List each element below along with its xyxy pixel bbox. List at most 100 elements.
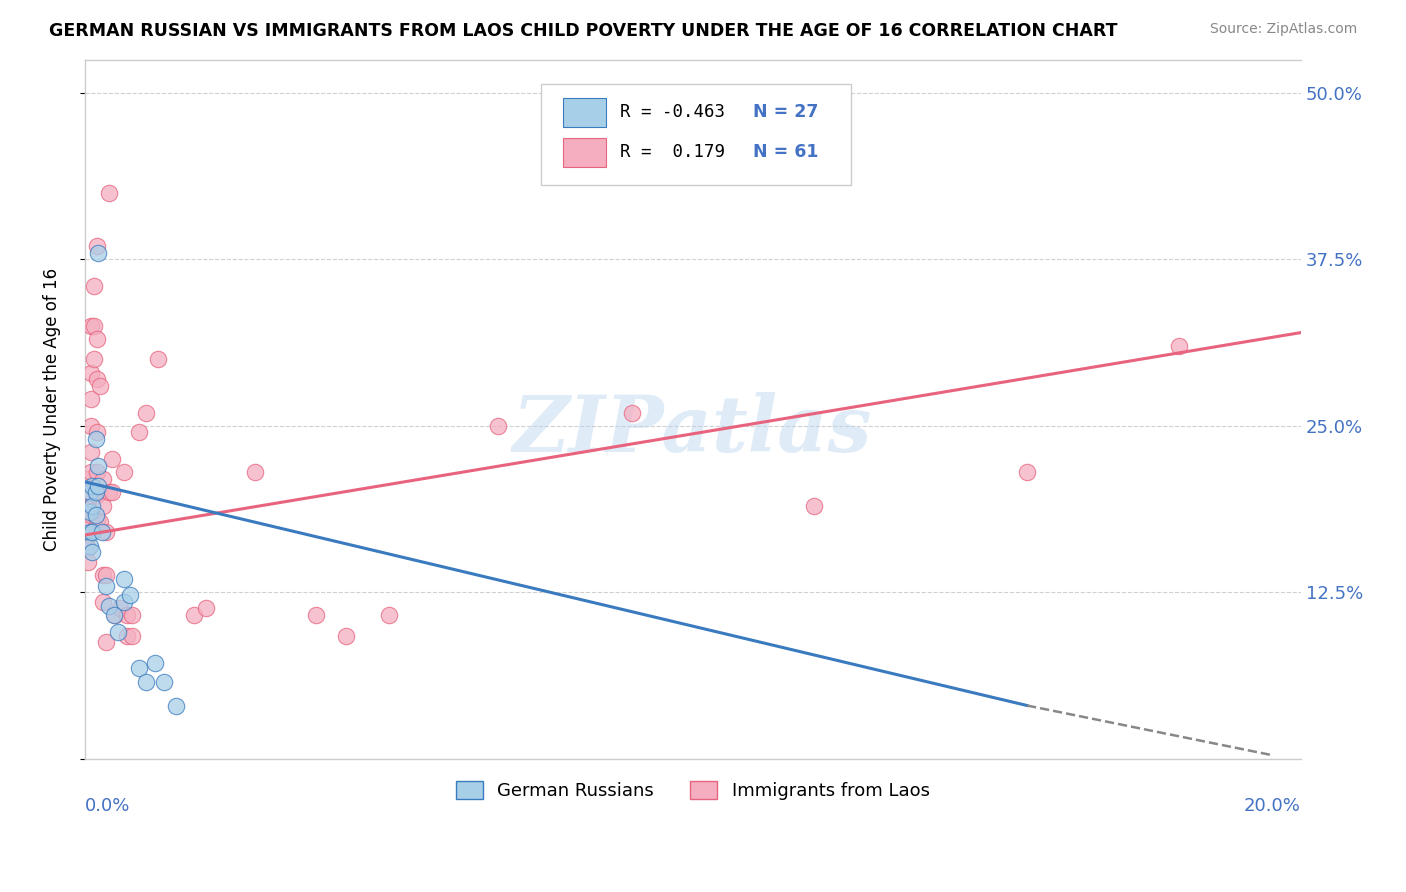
FancyBboxPatch shape: [562, 98, 606, 128]
Point: [84, 485, 107, 500]
Point: [112, 572, 135, 586]
Point: [121, 607, 143, 622]
Point: [143, 656, 166, 670]
Point: [108, 601, 131, 615]
Point: [98, 599, 121, 613]
Point: [86, 372, 108, 386]
Point: [135, 674, 157, 689]
Point: [165, 698, 187, 713]
Y-axis label: Child Poverty Under the Age of 16: Child Poverty Under the Age of 16: [44, 268, 60, 550]
Text: N = 27: N = 27: [754, 103, 818, 121]
Point: [98, 485, 121, 500]
Legend: German Russians, Immigrants from Laos: German Russians, Immigrants from Laos: [449, 773, 936, 807]
Point: [89, 485, 111, 500]
Point: [83, 352, 105, 367]
Point: [80, 499, 103, 513]
Point: [104, 607, 127, 622]
Point: [486, 418, 509, 433]
Point: [117, 607, 139, 622]
Point: [87, 458, 110, 473]
Point: [79, 485, 101, 500]
Point: [86, 425, 108, 440]
Point: [80, 479, 103, 493]
Point: [335, 629, 357, 643]
Point: [80, 418, 103, 433]
Text: R =  0.179: R = 0.179: [620, 143, 724, 161]
Point: [98, 186, 121, 200]
Point: [86, 332, 108, 346]
Point: [152, 674, 174, 689]
Point: [86, 488, 108, 502]
Point: [91, 499, 114, 513]
Text: Source: ZipAtlas.com: Source: ZipAtlas.com: [1209, 22, 1357, 37]
Point: [94, 525, 117, 540]
Point: [377, 607, 399, 622]
Point: [91, 472, 114, 486]
Point: [305, 607, 328, 622]
Text: GERMAN RUSSIAN VS IMMIGRANTS FROM LAOS CHILD POVERTY UNDER THE AGE OF 16 CORRELA: GERMAN RUSSIAN VS IMMIGRANTS FROM LAOS C…: [49, 22, 1118, 40]
Point: [76, 485, 98, 500]
FancyBboxPatch shape: [541, 84, 851, 186]
FancyBboxPatch shape: [562, 138, 606, 168]
Point: [89, 379, 111, 393]
Point: [1015, 466, 1038, 480]
Point: [84, 432, 107, 446]
Point: [80, 525, 103, 540]
Point: [103, 607, 125, 622]
Text: R = -0.463: R = -0.463: [620, 103, 724, 121]
Point: [80, 508, 103, 522]
Point: [128, 661, 150, 675]
Point: [120, 588, 142, 602]
Point: [76, 555, 98, 569]
Point: [76, 472, 98, 486]
Text: 0.0%: 0.0%: [84, 797, 131, 815]
Point: [76, 541, 98, 556]
Point: [89, 515, 111, 529]
Point: [86, 466, 108, 480]
Point: [117, 629, 139, 643]
Point: [112, 594, 135, 608]
Point: [80, 545, 103, 559]
Point: [101, 452, 124, 467]
Text: 20.0%: 20.0%: [1244, 797, 1301, 815]
Text: ZIPatlas: ZIPatlas: [513, 392, 872, 468]
Point: [107, 625, 129, 640]
Point: [91, 568, 114, 582]
Point: [86, 512, 108, 526]
Point: [80, 445, 103, 459]
Point: [76, 515, 98, 529]
Point: [94, 568, 117, 582]
Point: [121, 629, 143, 643]
Point: [620, 405, 643, 419]
Text: N = 61: N = 61: [754, 143, 818, 161]
Point: [79, 539, 101, 553]
Point: [1168, 339, 1191, 353]
Point: [86, 239, 108, 253]
Point: [76, 528, 98, 542]
Point: [183, 607, 205, 622]
Point: [94, 579, 117, 593]
Point: [112, 466, 135, 480]
Point: [711, 166, 734, 180]
Point: [87, 245, 110, 260]
Point: [80, 366, 103, 380]
Point: [135, 405, 157, 419]
Point: [80, 392, 103, 407]
Point: [83, 279, 105, 293]
Point: [91, 594, 114, 608]
Point: [83, 318, 105, 333]
Point: [195, 601, 218, 615]
Point: [80, 318, 103, 333]
Point: [79, 505, 101, 519]
Point: [128, 425, 150, 440]
Point: [101, 485, 124, 500]
Point: [80, 488, 103, 502]
Point: [243, 466, 266, 480]
Point: [94, 634, 117, 648]
Point: [84, 508, 107, 522]
Point: [146, 352, 169, 367]
Point: [90, 525, 112, 540]
Point: [80, 466, 103, 480]
Point: [76, 501, 98, 516]
Point: [803, 499, 825, 513]
